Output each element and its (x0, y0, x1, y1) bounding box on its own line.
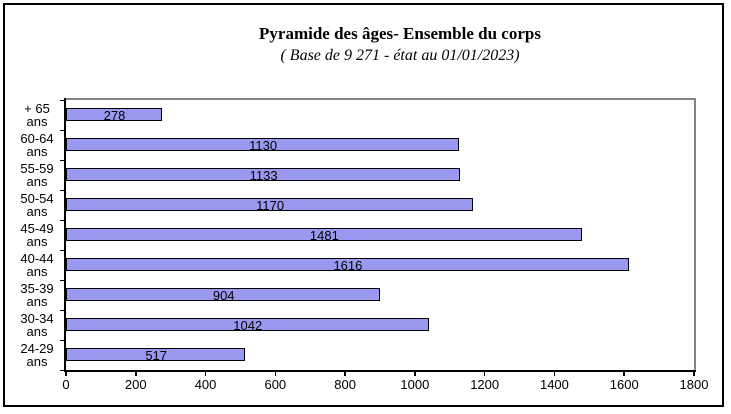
y-axis-label-range: 55-59 (20, 160, 54, 176)
x-axis-label: 0 (62, 377, 70, 392)
chart-subtitle: ( Base de 9 271 - état au 01/01/2023) (280, 47, 520, 64)
bar-value-label: 1481 (309, 227, 339, 243)
plot-border-right (694, 98, 696, 372)
chart-title: Pyramide des âges- Ensemble du corps (259, 24, 541, 43)
y-axis-label: 35-39 ans (12, 280, 62, 310)
bar-value-label: 1616 (333, 257, 363, 273)
y-axis-label-unit: ans (26, 114, 48, 129)
x-axis-tick (344, 371, 346, 376)
y-axis-label-unit: ans (26, 324, 48, 339)
bar-value-label: 517 (145, 347, 168, 363)
plot-border-top (64, 98, 696, 100)
x-axis-tick (65, 371, 67, 376)
y-axis-tick (60, 249, 66, 251)
bar (66, 138, 460, 151)
y-axis-label-unit: ans (26, 204, 48, 219)
bar-value-label: 1042 (233, 317, 263, 333)
bar-value-label: 1133 (249, 167, 278, 183)
y-axis-label-range: 60-64 (20, 130, 54, 146)
y-axis-tick (60, 339, 66, 341)
y-axis-label-range: 45-49 (20, 220, 54, 236)
y-axis-label: 30-34 ans (12, 310, 62, 340)
y-axis-label: 45-49 ans (12, 220, 62, 250)
y-axis-label-range: 35-39 (20, 280, 54, 296)
y-axis-tick (60, 309, 66, 311)
bar (66, 348, 246, 361)
x-axis-tick (274, 371, 277, 376)
x-axis-label: 1000 (400, 377, 430, 392)
y-axis-tick (60, 279, 66, 281)
x-axis-label: 1400 (539, 377, 569, 392)
bar-value-label: 904 (212, 287, 235, 303)
y-axis-label: 24-29 ans (12, 340, 62, 370)
y-axis-label: 40-44 ans (12, 250, 62, 280)
y-axis-label-unit: ans (26, 174, 48, 189)
x-axis-tick (135, 371, 137, 376)
x-axis-tick (693, 371, 695, 376)
y-axis-label-unit: ans (26, 354, 48, 369)
x-axis-label: 800 (334, 377, 356, 392)
y-axis-line (64, 98, 66, 372)
y-axis-label-unit: ans (26, 294, 48, 309)
bar (66, 168, 461, 181)
bar (66, 108, 162, 121)
x-axis-label: 200 (124, 377, 147, 392)
bar-value-label: 1170 (256, 197, 285, 213)
y-axis-label-range: + 65 (24, 100, 50, 116)
bar (66, 198, 474, 211)
x-axis-tick (553, 371, 556, 376)
bar (66, 318, 429, 331)
x-axis-tick (483, 371, 486, 376)
outer-frame (3, 3, 724, 407)
y-axis-label: + 65 ans (12, 100, 62, 130)
y-axis-label-unit: ans (26, 144, 48, 159)
y-axis-label: 60-64 ans (12, 130, 62, 160)
bar (66, 288, 381, 301)
y-axis-label: 50-54 ans (12, 190, 62, 220)
y-axis-tick (60, 129, 66, 131)
y-axis-tick (60, 99, 66, 101)
x-axis-label: 400 (194, 377, 217, 392)
bar-value-label: 278 (103, 107, 126, 123)
y-axis-tick (60, 189, 66, 191)
x-axis-tick (204, 371, 207, 376)
y-axis-label-unit: ans (26, 264, 48, 279)
y-axis-label-range: 50-54 (20, 190, 54, 206)
x-axis-line (64, 370, 696, 372)
x-axis-label: 1200 (470, 377, 500, 392)
x-axis-label: 1600 (609, 377, 639, 392)
x-axis-label: 1800 (679, 377, 709, 392)
y-axis-label-range: 24-29 (20, 340, 54, 356)
x-axis-tick (414, 371, 416, 376)
y-axis-label-range: 30-34 (20, 310, 54, 326)
x-axis-label: 600 (264, 377, 287, 392)
x-axis-tick (623, 371, 625, 376)
plot-area: 278 1130 1133 1170 1481 1616 904 1042 517 (66, 100, 694, 370)
y-axis-tick (60, 369, 66, 371)
bar-value-label: 1130 (249, 137, 278, 153)
y-axis-label: 55-59 ans (12, 160, 62, 190)
y-axis-tick (60, 159, 66, 161)
bar (66, 228, 582, 241)
bar (66, 258, 629, 271)
y-axis-tick (60, 219, 66, 221)
y-axis-label-unit: ans (26, 234, 48, 249)
y-axis-label-range: 40-44 (20, 250, 54, 266)
